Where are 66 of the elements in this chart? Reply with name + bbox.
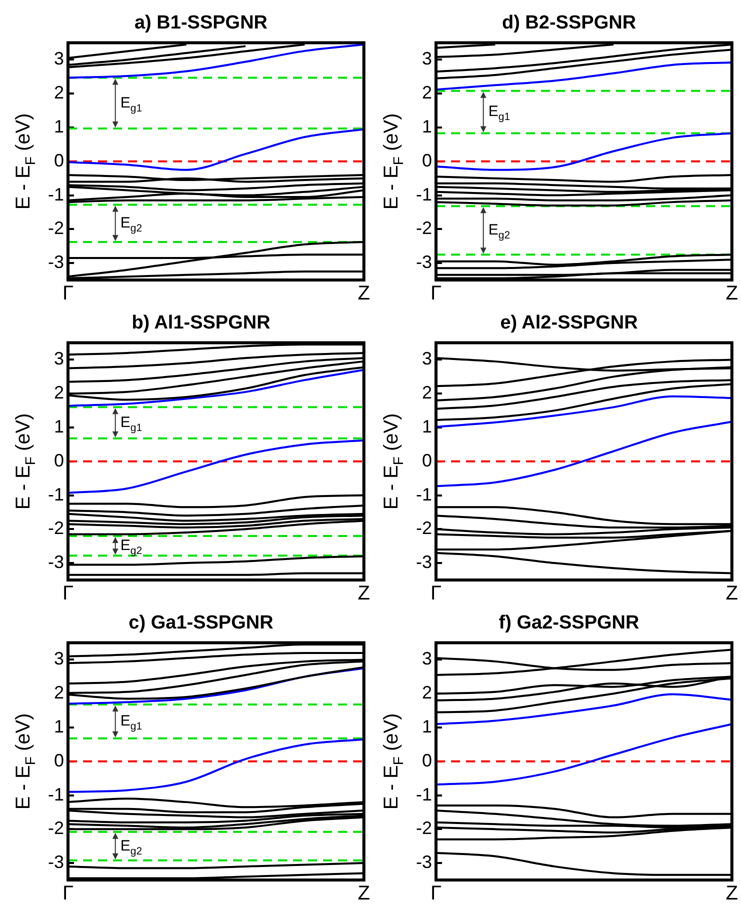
- y-tick-label: 2: [54, 82, 64, 103]
- y-tick-label: 2: [54, 382, 64, 403]
- y-tick-label: 1: [54, 716, 64, 736]
- y-tick-label: 2: [54, 682, 64, 703]
- y-tick-label: 3: [422, 48, 432, 69]
- y-tick-label: -3: [48, 252, 64, 272]
- y-tick-label: 3: [54, 648, 64, 669]
- y-tick-label: 0: [54, 450, 64, 470]
- y-tick-label: -3: [48, 852, 64, 872]
- y-tick-label: 0: [54, 750, 64, 770]
- chart-title: a) B1-SSPGNR: [134, 12, 268, 34]
- y-tick-label: 1: [54, 416, 64, 436]
- y-tick-label: -1: [416, 784, 432, 804]
- y-tick-label: -1: [416, 184, 432, 204]
- y-tick-label: 3: [54, 348, 64, 369]
- y-tick-label: -1: [48, 784, 64, 804]
- chart-title: b) Al1-SSPGNR: [132, 312, 271, 334]
- x-tick-label: Z: [358, 582, 370, 605]
- y-tick-label: 0: [422, 750, 432, 770]
- y-axis-title: E - EF (eV): [12, 713, 38, 810]
- y-tick-label: 1: [54, 116, 64, 136]
- x-tick-label: Γ: [62, 882, 74, 905]
- x-tick-label: Γ: [62, 282, 74, 305]
- chart-title: e) Al2-SSPGNR: [500, 312, 638, 334]
- x-tick-label: Γ: [430, 882, 442, 905]
- y-axis-title: E - EF (eV): [380, 413, 406, 510]
- x-tick-label: Z: [358, 882, 370, 905]
- y-tick-label: -3: [416, 552, 432, 572]
- y-tick-label: 3: [422, 648, 432, 669]
- x-tick-label: Z: [726, 882, 738, 905]
- y-tick-label: 3: [54, 48, 64, 69]
- y-tick-label: -2: [416, 818, 432, 838]
- y-tick-label: -2: [48, 518, 64, 538]
- y-tick-label: -1: [48, 184, 64, 204]
- y-tick-label: -3: [48, 552, 64, 572]
- y-axis-title: E - EF (eV): [12, 113, 38, 210]
- y-axis-title: E - EF (eV): [12, 413, 38, 510]
- chart-title: d) B2-SSPGNR: [502, 12, 636, 34]
- x-tick-label: Γ: [430, 582, 442, 605]
- y-tick-label: -3: [416, 852, 432, 872]
- y-tick-label: 3: [422, 348, 432, 369]
- y-tick-label: 0: [54, 150, 64, 170]
- x-tick-label: Γ: [62, 582, 74, 605]
- x-tick-label: Z: [726, 582, 738, 605]
- y-tick-label: -1: [416, 484, 432, 504]
- y-tick-label: -1: [48, 484, 64, 504]
- x-tick-label: Γ: [430, 282, 442, 305]
- y-tick-label: 2: [422, 382, 432, 403]
- x-tick-label: Z: [358, 282, 370, 305]
- chart-title: c) Ga1-SSPGNR: [128, 612, 274, 634]
- x-tick-label: Z: [726, 282, 738, 305]
- y-tick-label: 1: [422, 116, 432, 136]
- y-tick-label: 2: [422, 82, 432, 103]
- y-tick-label: -2: [416, 218, 432, 238]
- y-tick-label: -2: [48, 818, 64, 838]
- y-tick-label: -2: [416, 518, 432, 538]
- y-tick-label: 1: [422, 416, 432, 436]
- y-tick-label: 0: [422, 150, 432, 170]
- y-axis-title: E - EF (eV): [380, 113, 406, 210]
- chart-title: f) Ga2-SSPGNR: [498, 612, 640, 634]
- y-axis-title: E - EF (eV): [380, 713, 406, 810]
- y-tick-label: 1: [422, 716, 432, 736]
- y-tick-label: -2: [48, 218, 64, 238]
- y-tick-label: -3: [416, 252, 432, 272]
- y-tick-label: 2: [422, 682, 432, 703]
- y-tick-label: 0: [422, 450, 432, 470]
